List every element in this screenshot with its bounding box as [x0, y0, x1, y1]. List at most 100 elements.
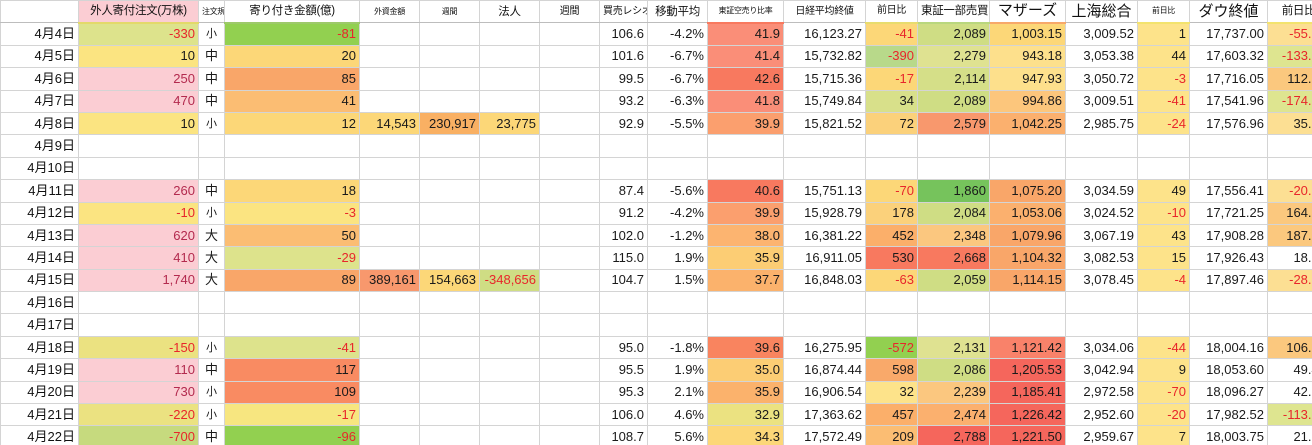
cell-open-amount[interactable]: -81 — [224, 22, 360, 46]
cell-foreign-open-order[interactable]: 10 — [78, 44, 199, 69]
cell-mothers-index[interactable]: 1,221.50 — [989, 425, 1066, 445]
cell-dow-close[interactable]: 17,926.43 — [1189, 246, 1268, 270]
empty-cell[interactable] — [1137, 313, 1190, 337]
cell-buy-sell-ratio[interactable]: 87.4 — [599, 179, 648, 203]
cell-moving-average[interactable]: -5.5% — [647, 111, 708, 136]
cell-order-size[interactable]: 小 — [198, 22, 225, 46]
cell-corporate-weekly[interactable] — [539, 67, 600, 91]
cell-corporate[interactable] — [479, 44, 540, 69]
cell-mothers-index[interactable]: 1,104.32 — [989, 246, 1066, 270]
cell-foreign-capital[interactable] — [359, 22, 420, 46]
cell-dow-close[interactable]: 18,004.16 — [1189, 335, 1268, 360]
empty-cell[interactable] — [1137, 291, 1190, 315]
cell-nikkei-change[interactable]: -572 — [865, 335, 918, 360]
empty-cell[interactable] — [359, 156, 420, 181]
col-header-ma[interactable]: 移動平均 — [647, 0, 708, 24]
cell-corporate[interactable] — [479, 425, 540, 445]
empty-cell[interactable] — [989, 156, 1066, 181]
cell-foreign-open-order[interactable]: 1,740 — [78, 268, 199, 293]
cell-foreign-capital-weekly[interactable] — [419, 67, 480, 91]
cell-foreign-capital[interactable] — [359, 223, 420, 248]
cell-moving-average[interactable]: -4.2% — [647, 22, 708, 46]
row-date-label[interactable]: 4月6日 — [0, 67, 79, 91]
cell-shanghai-change[interactable]: -24 — [1137, 111, 1190, 136]
cell-corporate-weekly[interactable] — [539, 335, 600, 360]
empty-cell[interactable] — [1065, 156, 1138, 181]
cell-corporate[interactable] — [479, 223, 540, 248]
cell-nikkei-close[interactable]: 16,123.27 — [783, 22, 866, 46]
cell-shanghai-composite[interactable]: 3,034.06 — [1065, 335, 1138, 360]
cell-short-sale-ratio[interactable]: 37.7 — [707, 268, 784, 293]
cell-foreign-capital[interactable] — [359, 425, 420, 445]
cell-dow-close[interactable]: 17,556.41 — [1189, 179, 1268, 203]
cell-dow-close[interactable]: 17,716.05 — [1189, 67, 1268, 91]
cell-shanghai-composite[interactable]: 2,972.58 — [1065, 380, 1138, 405]
cell-open-amount[interactable]: 89 — [224, 268, 360, 293]
cell-dow-change[interactable]: 112.73 — [1267, 67, 1312, 91]
cell-foreign-capital-weekly[interactable] — [419, 201, 480, 225]
col-header-size[interactable]: 注文規模 — [198, 0, 225, 24]
cell-open-amount[interactable]: 20 — [224, 44, 360, 69]
cell-nikkei-close[interactable]: 16,906.54 — [783, 380, 866, 405]
cell-nikkei-close[interactable]: 15,928.79 — [783, 201, 866, 225]
empty-cell[interactable] — [419, 291, 480, 315]
cell-corporate-weekly[interactable] — [539, 201, 600, 225]
cell-nikkei-change[interactable]: -17 — [865, 67, 918, 91]
empty-cell[interactable] — [599, 291, 648, 315]
empty-cell[interactable] — [647, 291, 708, 315]
cell-moving-average[interactable]: -6.7% — [647, 67, 708, 91]
cell-buy-sell-ratio[interactable]: 106.0 — [599, 403, 648, 427]
cell-order-size[interactable]: 小 — [198, 335, 225, 360]
col-header-tosho[interactable]: 東証一部売買 — [917, 0, 990, 24]
empty-cell[interactable] — [1137, 134, 1190, 158]
cell-open-amount[interactable]: 18 — [224, 179, 360, 203]
empty-cell[interactable] — [479, 291, 540, 315]
cell-tse-first-section-volume[interactable]: 2,131 — [917, 335, 990, 360]
cell-corporate[interactable] — [479, 179, 540, 203]
cell-foreign-open-order[interactable]: 10 — [78, 111, 199, 136]
cell-corporate[interactable]: 23,775 — [479, 111, 540, 136]
cell-corporate[interactable] — [479, 67, 540, 91]
empty-cell[interactable] — [783, 313, 866, 337]
cell-tse-first-section-volume[interactable]: 2,084 — [917, 201, 990, 225]
cell-mothers-index[interactable]: 947.93 — [989, 67, 1066, 91]
empty-cell[interactable] — [1065, 291, 1138, 315]
cell-order-size[interactable]: 中 — [198, 89, 225, 113]
cell-dow-change[interactable]: 187.03 — [1267, 223, 1312, 248]
cell-order-size[interactable]: 大 — [198, 223, 225, 248]
cell-tse-first-section-volume[interactable]: 2,348 — [917, 223, 990, 248]
cell-dow-change[interactable]: -28.97 — [1267, 268, 1312, 293]
cell-short-sale-ratio[interactable]: 40.6 — [707, 179, 784, 203]
cell-nikkei-close[interactable]: 16,381.22 — [783, 223, 866, 248]
cell-corporate[interactable] — [479, 380, 540, 405]
cell-nikkei-change[interactable]: -41 — [865, 22, 918, 46]
col-header-hojin_w[interactable]: 週間 — [539, 0, 600, 24]
empty-cell[interactable] — [647, 134, 708, 158]
empty-cell[interactable] — [78, 134, 199, 158]
cell-tse-first-section-volume[interactable]: 2,668 — [917, 246, 990, 270]
cell-foreign-open-order[interactable]: 730 — [78, 380, 199, 405]
empty-cell[interactable] — [707, 156, 784, 181]
cell-corporate[interactable] — [479, 246, 540, 270]
cell-shanghai-composite[interactable]: 3,034.59 — [1065, 179, 1138, 203]
empty-cell[interactable] — [865, 156, 918, 181]
cell-corporate[interactable] — [479, 335, 540, 360]
cell-buy-sell-ratio[interactable]: 108.7 — [599, 425, 648, 445]
cell-foreign-capital-weekly[interactable] — [419, 403, 480, 427]
cell-open-amount[interactable]: -96 — [224, 425, 360, 445]
cell-order-size[interactable]: 中 — [198, 425, 225, 445]
cell-foreign-capital[interactable] — [359, 89, 420, 113]
cell-nikkei-change[interactable]: 598 — [865, 358, 918, 382]
empty-cell[interactable] — [783, 291, 866, 315]
cell-nikkei-change[interactable]: -63 — [865, 268, 918, 293]
cell-foreign-capital-weekly[interactable] — [419, 380, 480, 405]
cell-moving-average[interactable]: -4.2% — [647, 201, 708, 225]
cell-shanghai-change[interactable]: -3 — [1137, 67, 1190, 91]
col-header-shang_d[interactable]: 前日比 — [1137, 0, 1190, 24]
cell-mothers-index[interactable]: 994.86 — [989, 89, 1066, 113]
empty-cell[interactable] — [599, 156, 648, 181]
row-date-label[interactable]: 4月9日 — [0, 134, 79, 158]
cell-foreign-capital-weekly[interactable] — [419, 89, 480, 113]
cell-short-sale-ratio[interactable]: 41.4 — [707, 44, 784, 69]
cell-nikkei-change[interactable]: 72 — [865, 111, 918, 136]
